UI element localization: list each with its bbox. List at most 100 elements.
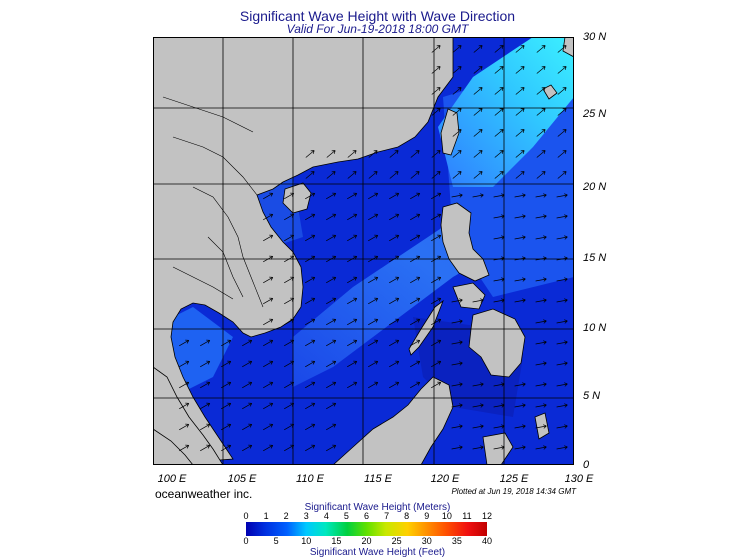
wave-arrow: [514, 403, 526, 408]
wave-arrow: [494, 108, 504, 116]
land-mindanao: [468, 308, 526, 378]
wave-arrow: [410, 234, 421, 242]
wave-arrow: [326, 171, 336, 179]
wave-arrow: [535, 193, 547, 198]
wave-arrow: [200, 381, 211, 389]
feet-tick: 35: [451, 536, 462, 546]
wave-arrow: [514, 193, 526, 198]
wave-arrow: [494, 66, 504, 74]
wave-arrow: [284, 444, 295, 452]
wave-arrow: [473, 108, 483, 116]
wave-arrow: [263, 360, 274, 368]
wave-arrow: [473, 171, 483, 179]
wave-arrow: [557, 129, 567, 137]
wave-arrow: [493, 382, 505, 387]
wave-arrow: [326, 339, 337, 347]
wave-arrow: [536, 45, 546, 53]
wave-arrow: [410, 318, 421, 326]
wave-arrow: [389, 255, 400, 263]
wave-arrow: [431, 318, 442, 326]
wave-arrow: [515, 150, 525, 158]
wave-arrow: [326, 234, 337, 242]
wave-arrow: [515, 129, 525, 137]
wave-arrow: [473, 129, 483, 137]
wave-arrow: [389, 150, 399, 158]
meters-tick: 12: [481, 511, 492, 521]
wave-arrow: [556, 235, 568, 240]
wave-arrow: [368, 255, 379, 263]
feet-tick: 25: [391, 536, 402, 546]
lon-label-120e: 120 E: [430, 473, 460, 485]
feet-tick: 20: [361, 536, 372, 546]
wave-arrow: [263, 297, 274, 305]
wave-arrow: [556, 193, 568, 198]
wave-arrow: [347, 276, 358, 284]
lon-label-100e: 100 E: [157, 473, 187, 485]
wave-arrow: [305, 255, 316, 263]
wave-arrow: [431, 171, 441, 179]
meters-tick: 1: [263, 511, 269, 521]
wave-arrow: [493, 403, 505, 408]
wave-arrow: [242, 444, 253, 452]
wave-arrow: [557, 66, 567, 74]
wave-arrow: [410, 255, 421, 263]
wave-arrow: [368, 297, 379, 305]
wave-arrow: [472, 445, 484, 450]
wave-arrow: [452, 150, 462, 158]
wave-arrow: [242, 339, 253, 347]
wave-arrow: [452, 66, 462, 74]
lat-label-10n: 10 N: [583, 322, 607, 334]
meters-tick: 11: [462, 511, 472, 521]
meters-tick: 3: [303, 511, 309, 521]
lon-label-130e: 130 E: [564, 473, 594, 485]
wave-arrow: [347, 297, 358, 305]
feet-tick: 30: [421, 536, 432, 546]
feet-tick: 15: [331, 536, 342, 546]
wave-arrow: [535, 424, 547, 429]
lon-label-105e: 105 E: [227, 473, 257, 485]
wave-arrow: [263, 213, 274, 221]
wave-arrow: [242, 402, 253, 410]
wave-arrow: [431, 192, 442, 200]
wave-arrow: [556, 382, 568, 387]
wave-arrow: [472, 403, 484, 408]
wave-arrow: [368, 318, 379, 326]
wave-arrow: [535, 214, 547, 219]
wave-arrow: [556, 424, 568, 429]
wave-arrow: [473, 150, 483, 158]
wave-arrow: [284, 255, 295, 263]
wave-arrow: [473, 45, 483, 53]
wave-arrow: [263, 381, 274, 389]
wave-arrow: [494, 150, 504, 158]
wave-arrow: [263, 192, 274, 200]
wave-arrow: [557, 108, 567, 116]
feet-tick: 5: [273, 536, 279, 546]
wave-arrow: [493, 193, 505, 198]
wave-arrow: [493, 424, 505, 429]
land-hainan: [282, 182, 312, 214]
wave-arrow: [472, 298, 484, 303]
wave-arrow: [452, 171, 462, 179]
wave-arrow: [536, 150, 546, 158]
wave-arrow: [305, 234, 316, 242]
wave-arrow: [368, 276, 379, 284]
lat-label-20n: 20 N: [583, 181, 607, 193]
wave-arrow: [368, 213, 379, 221]
wave-arrow: [200, 444, 211, 452]
wave-arrow: [389, 171, 399, 179]
wave-arrow: [263, 234, 274, 242]
wave-arrow: [431, 66, 441, 74]
wave-arrow: [347, 150, 357, 158]
wave-arrow: [535, 361, 547, 366]
wave-arrow: [347, 381, 358, 389]
wave-arrow: [326, 192, 337, 200]
wave-arrow: [389, 360, 400, 368]
wave-arrow: [221, 444, 232, 452]
wave-arrow: [431, 381, 442, 389]
colorbar-meters-title: Significant Wave Height (Meters): [304, 502, 451, 513]
meters-tick: 6: [363, 511, 369, 521]
wave-arrow: [305, 171, 315, 179]
wave-arrow: [431, 45, 441, 53]
wave-arrow: [305, 360, 316, 368]
wave-direction-arrows: [179, 45, 568, 452]
